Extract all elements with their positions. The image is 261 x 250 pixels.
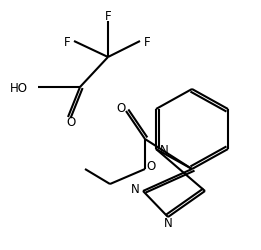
Text: F: F	[64, 35, 70, 48]
Text: N: N	[160, 143, 168, 156]
Text: O: O	[146, 160, 156, 173]
Text: N: N	[164, 217, 172, 230]
Text: F: F	[144, 35, 150, 48]
Text: N: N	[130, 183, 139, 196]
Text: F: F	[105, 10, 111, 24]
Text: HO: HO	[10, 81, 28, 94]
Text: O: O	[116, 102, 126, 115]
Text: O: O	[66, 116, 76, 129]
